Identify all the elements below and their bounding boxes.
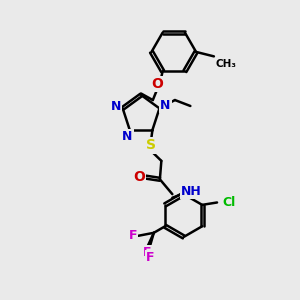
Text: S: S [146, 138, 156, 152]
Text: CH₃: CH₃ [215, 59, 236, 69]
Text: F: F [129, 229, 137, 242]
Text: N: N [160, 100, 171, 112]
Text: N: N [111, 100, 122, 113]
Text: O: O [151, 77, 163, 91]
Text: NH: NH [181, 185, 201, 198]
Text: F: F [146, 251, 154, 264]
Text: O: O [134, 170, 145, 184]
Text: N: N [122, 130, 133, 143]
Text: Cl: Cl [222, 196, 236, 209]
Text: F: F [143, 246, 152, 259]
